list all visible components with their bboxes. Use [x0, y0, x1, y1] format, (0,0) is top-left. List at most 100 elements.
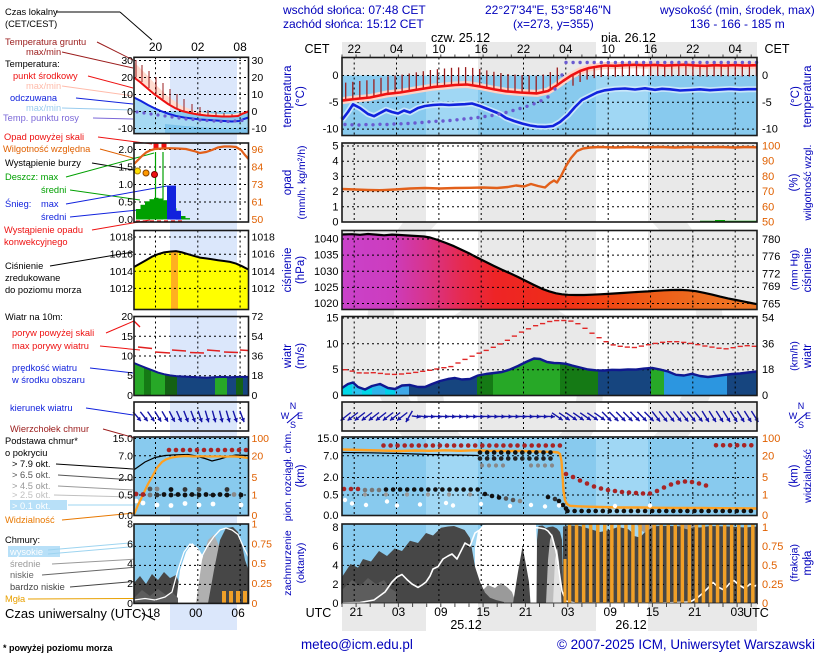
svg-text:© 2007-2025 ICM, Uniwersytet W: © 2007-2025 ICM, Uniwersytet Warszawski — [557, 637, 815, 652]
svg-text:temperatura: temperatura — [282, 65, 294, 128]
svg-text:4: 4 — [127, 558, 133, 570]
svg-text:7.0: 7.0 — [118, 450, 133, 462]
svg-text:15.0: 15.0 — [113, 433, 134, 445]
svg-text:6: 6 — [127, 538, 133, 550]
svg-text:1014: 1014 — [110, 266, 134, 278]
svg-text:Podstawa chmur*: Podstawa chmur* — [5, 436, 78, 446]
svg-text:konwekcyjnego: konwekcyjnego — [4, 237, 68, 247]
svg-text:S: S — [290, 420, 296, 430]
svg-text:średni: średni — [41, 185, 66, 195]
svg-text:769: 769 — [762, 281, 780, 293]
svg-text:(°C): (°C) — [790, 86, 802, 107]
svg-text:0: 0 — [127, 390, 133, 402]
svg-text:0.25: 0.25 — [252, 578, 273, 590]
svg-text:1035: 1035 — [314, 250, 338, 262]
svg-text:ciśnienie: ciśnienie — [802, 248, 814, 293]
svg-text:72: 72 — [252, 311, 264, 323]
svg-text:1025: 1025 — [314, 282, 338, 294]
svg-text:10: 10 — [121, 89, 133, 101]
svg-text:Czas uniwersalny (UTC): Czas uniwersalny (UTC) — [5, 606, 146, 621]
svg-text:E: E — [297, 411, 303, 421]
svg-text:W: W — [789, 411, 798, 421]
svg-text:2.0: 2.0 — [323, 472, 338, 484]
svg-text:0.0: 0.0 — [323, 510, 338, 522]
svg-text:1012: 1012 — [252, 283, 276, 295]
svg-text:4: 4 — [332, 156, 338, 168]
svg-text:1: 1 — [252, 519, 258, 531]
svg-text:0: 0 — [332, 390, 338, 402]
svg-text:5: 5 — [762, 472, 768, 484]
svg-text:6: 6 — [332, 541, 338, 553]
svg-text:5: 5 — [252, 472, 258, 484]
svg-text:(°C): (°C) — [295, 86, 307, 107]
svg-text:00: 00 — [189, 606, 203, 620]
svg-text:1040: 1040 — [314, 234, 338, 246]
svg-text:100: 100 — [252, 433, 270, 445]
svg-text:0: 0 — [762, 390, 768, 402]
svg-text:-10: -10 — [252, 123, 267, 135]
svg-text:04: 04 — [559, 42, 573, 56]
svg-text:-5: -5 — [762, 97, 772, 109]
svg-text:70: 70 — [762, 186, 774, 198]
svg-text:1: 1 — [252, 490, 258, 502]
svg-text:1.0: 1.0 — [118, 179, 133, 191]
svg-text:21: 21 — [350, 605, 364, 619]
svg-text:04: 04 — [390, 42, 404, 56]
svg-text:1012: 1012 — [110, 283, 134, 295]
svg-text:100: 100 — [762, 433, 780, 445]
svg-text:15: 15 — [477, 605, 491, 619]
svg-text:CET: CET — [305, 42, 330, 56]
svg-text:max/min: max/min — [26, 103, 61, 113]
svg-text:0.0: 0.0 — [118, 214, 133, 226]
svg-text:0.5: 0.5 — [252, 558, 267, 570]
svg-text:(x=273, y=355): (x=273, y=355) — [513, 17, 594, 31]
svg-text:E: E — [805, 411, 811, 421]
svg-text:> 6.5 okt.: > 6.5 okt. — [12, 470, 51, 480]
svg-text:80: 80 — [762, 171, 774, 183]
svg-text:> 0.1 okt.: > 0.1 okt. — [12, 501, 51, 511]
svg-text:10: 10 — [121, 351, 133, 363]
svg-text:90: 90 — [762, 156, 774, 168]
svg-text:0.75: 0.75 — [762, 541, 783, 553]
svg-text:poryw powyżej skali: poryw powyżej skali — [12, 328, 94, 338]
svg-text:(oktanty): (oktanty) — [295, 543, 307, 584]
svg-text:8: 8 — [332, 522, 338, 534]
svg-text:30: 30 — [121, 55, 133, 67]
svg-text:Wystąpienie opadu: Wystąpienie opadu — [4, 225, 83, 235]
svg-text:w środku obszaru: w środku obszaru — [11, 375, 85, 385]
svg-text:max: max — [41, 199, 59, 209]
svg-text:wiatr: wiatr — [282, 344, 294, 369]
svg-text:06: 06 — [231, 606, 245, 620]
svg-text:> 2.5 okt.: > 2.5 okt. — [12, 490, 51, 500]
svg-text:25.12: 25.12 — [450, 618, 481, 632]
svg-text:15.0: 15.0 — [317, 433, 338, 445]
svg-text:100: 100 — [762, 141, 780, 153]
svg-text:N: N — [798, 401, 805, 411]
svg-text:Czas lokalny: Czas lokalny — [5, 7, 58, 17]
svg-text:21: 21 — [688, 605, 702, 619]
svg-text:0: 0 — [332, 217, 338, 229]
svg-text:02: 02 — [191, 40, 205, 54]
svg-text:20: 20 — [252, 72, 264, 84]
svg-text:UTC: UTC — [743, 606, 769, 620]
svg-text:136 - 166 - 185 m: 136 - 166 - 185 m — [690, 17, 785, 31]
svg-text:03: 03 — [561, 605, 575, 619]
svg-text:2: 2 — [332, 186, 338, 198]
svg-text:0.75: 0.75 — [252, 538, 273, 550]
svg-text:5: 5 — [332, 364, 338, 376]
svg-text:0: 0 — [762, 70, 768, 82]
svg-text:1030: 1030 — [314, 266, 338, 278]
svg-text:1014: 1014 — [252, 266, 276, 278]
svg-text:0: 0 — [332, 598, 338, 610]
svg-text:50: 50 — [252, 214, 264, 226]
svg-text:21: 21 — [519, 605, 533, 619]
svg-text:10: 10 — [602, 42, 616, 56]
svg-text:22: 22 — [348, 42, 362, 56]
svg-text:Ciśnienie: Ciśnienie — [5, 261, 43, 271]
svg-text:niskie: niskie — [10, 570, 34, 580]
svg-text:Deszcz: max: Deszcz: max — [5, 172, 59, 182]
svg-text:max/min: max/min — [26, 81, 61, 91]
svg-text:54: 54 — [762, 313, 774, 325]
svg-text:pion. rozciągł. chm.: pion. rozciągł. chm. — [282, 431, 294, 521]
svg-text:opad: opad — [282, 170, 294, 196]
